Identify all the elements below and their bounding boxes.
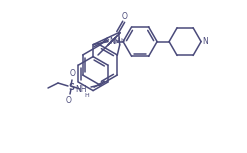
- Text: H: H: [85, 93, 89, 98]
- Text: N: N: [202, 37, 208, 46]
- Text: N: N: [113, 38, 119, 44]
- Text: NH: NH: [109, 37, 121, 46]
- Text: O: O: [122, 12, 128, 21]
- Text: O: O: [70, 69, 76, 78]
- Text: NH: NH: [76, 84, 87, 93]
- Text: O: O: [66, 96, 72, 105]
- Text: H: H: [121, 38, 125, 43]
- Text: S: S: [68, 82, 74, 91]
